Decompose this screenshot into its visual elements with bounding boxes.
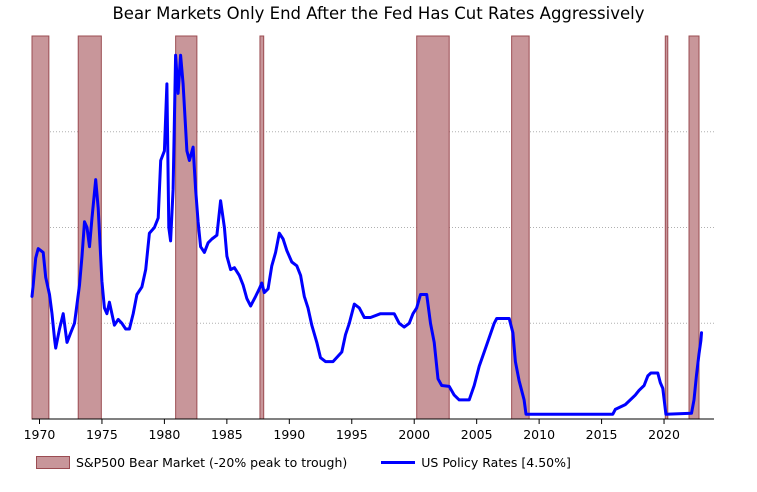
tick-layer: 1970 1975 1980 1985 1990 1995 2000 2005 2010 2015… [24,419,680,442]
legend-item-bear-market: S&P500 Bear Market (-20% peak to trough) [36,455,347,470]
legend-item-policy-rates: US Policy Rates [4.50%] [381,455,571,470]
policy-rate-line [30,53,703,416]
legend-label-bear-market: S&P500 Bear Market (-20% peak to trough) [76,454,348,470]
x-tick-label: 1975 [86,427,118,442]
x-tick-label: 2020 [648,427,680,442]
x-tick-label: 1970 [24,427,56,442]
bear-market-band [259,35,265,420]
bear-market-band [31,35,50,420]
bear-market-band [664,35,669,420]
bear-market-band [416,35,450,420]
x-tick-label: 2010 [523,427,555,442]
x-tick-label: 2000 [398,427,430,442]
legend-label-policy-rates: US Policy Rates [4.50%] [421,454,571,470]
chart-title: Bear Markets Only End After the Fed Has … [112,4,645,23]
x-tick-label: 2015 [586,427,618,442]
legend-swatch-bear-market [36,455,70,469]
legend-swatch-policy-rates [381,460,416,464]
rate-line-layer [30,53,703,416]
x-tick-label: 1980 [148,427,180,442]
x-tick-label: 1990 [273,427,305,442]
x-tick-label: 1995 [336,427,368,442]
x-tick-label: 2005 [461,427,493,442]
legend: S&P500 Bear Market (-20% peak to trough)… [36,452,605,472]
x-tick-label: 1985 [211,427,243,442]
grid-layer [32,131,714,324]
